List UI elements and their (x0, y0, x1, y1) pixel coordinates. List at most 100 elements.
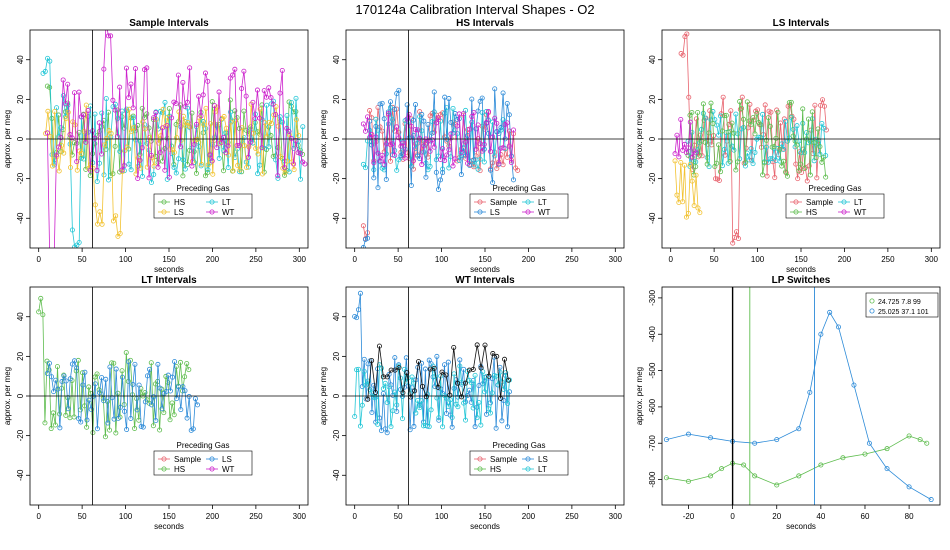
y-tick-label: -20 (332, 429, 341, 441)
data-point (739, 105, 745, 111)
data-point (381, 161, 387, 167)
data-point (264, 102, 270, 108)
data-point (506, 112, 512, 118)
data-point (291, 167, 297, 173)
data-point (447, 392, 453, 398)
x-tick-label: 200 (206, 512, 220, 521)
data-point (434, 353, 440, 359)
data-point (394, 402, 400, 408)
data-point (259, 171, 265, 177)
plot-frame (29, 29, 309, 249)
data-point (134, 407, 140, 413)
data-point (203, 105, 209, 111)
x-tick-label: 250 (565, 255, 579, 264)
data-point (63, 116, 69, 122)
data-point (150, 423, 156, 429)
data-point (396, 87, 402, 93)
data-point (432, 374, 438, 380)
data-point (42, 420, 48, 426)
data-point (169, 150, 175, 156)
data-point (422, 366, 428, 372)
x-tick-label: 250 (565, 512, 579, 521)
data-point (365, 396, 371, 402)
data-point (733, 111, 739, 117)
data-point (729, 120, 735, 126)
x-tick-label: 300 (293, 512, 307, 521)
data-point (114, 133, 120, 139)
data-point (123, 65, 129, 71)
data-point (67, 165, 73, 171)
x-tick-label: 0 (730, 512, 735, 521)
y-tick-label: 20 (16, 94, 25, 103)
series-wt (360, 109, 516, 169)
x-tick-label: 200 (522, 255, 536, 264)
data-point (369, 131, 375, 137)
data-point (76, 89, 82, 95)
data-point (492, 153, 498, 159)
data-point (382, 380, 388, 386)
data-point (209, 142, 215, 148)
y-tick-label: 0 (648, 136, 657, 141)
legend-label: HS (806, 208, 817, 217)
data-point (758, 134, 764, 140)
x-tick-label: 250 (249, 255, 263, 264)
data-point (99, 221, 105, 227)
data-point (128, 415, 134, 421)
data-point (924, 440, 930, 446)
data-point (178, 102, 184, 108)
series-wt (44, 30, 308, 248)
data-point (682, 141, 688, 147)
data-point (695, 205, 701, 211)
data-point (214, 145, 220, 151)
data-point (884, 466, 890, 472)
data-point (494, 353, 500, 359)
data-point (239, 86, 245, 92)
data-point (473, 146, 479, 152)
x-tick-label: 0 (36, 255, 41, 264)
data-point (48, 426, 54, 432)
data-point (244, 164, 250, 170)
data-point (399, 416, 405, 422)
data-point (81, 112, 87, 118)
data-point (171, 412, 177, 418)
data-point (450, 105, 456, 111)
x-axis-label: seconds (786, 522, 816, 531)
data-point (687, 161, 693, 167)
data-point (680, 199, 686, 205)
data-point (175, 72, 181, 78)
data-point (412, 127, 418, 133)
data-point (786, 100, 792, 106)
data-point (429, 137, 435, 143)
data-point (752, 131, 758, 137)
data-point (390, 117, 396, 123)
data-point (783, 118, 789, 124)
data-point (449, 424, 455, 430)
data-point (216, 89, 222, 95)
data-point (440, 170, 446, 176)
data-point (678, 159, 684, 165)
panel-3: LS Intervals 0 50 100 150 200 250 300 -40 -20 0 20 4… (635, 18, 941, 274)
data-point (126, 95, 132, 101)
data-point (836, 324, 842, 330)
data-point (124, 427, 130, 433)
data-point (236, 143, 242, 149)
data-point (730, 240, 736, 246)
data-point (365, 378, 371, 384)
legend-label: WT (854, 208, 867, 217)
data-point (88, 406, 94, 412)
data-point (174, 396, 180, 402)
data-point (702, 115, 708, 121)
data-point (144, 373, 150, 379)
data-point (798, 161, 804, 167)
data-point (257, 106, 263, 112)
data-point (498, 125, 504, 131)
data-point (74, 365, 80, 371)
data-point (208, 121, 214, 127)
data-point (108, 131, 114, 137)
data-point (373, 389, 379, 395)
data-point (117, 404, 123, 410)
data-point (412, 388, 418, 394)
data-point (417, 156, 423, 162)
data-point (721, 113, 727, 119)
x-tick-label: 0 (352, 512, 357, 521)
